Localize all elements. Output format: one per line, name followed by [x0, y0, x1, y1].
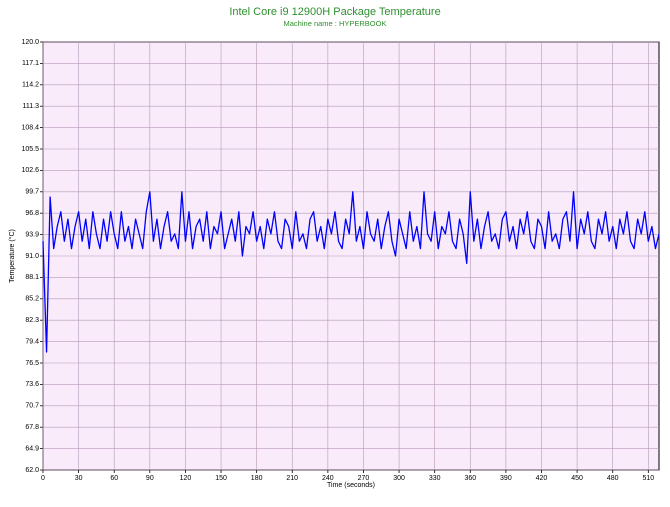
y-tick-label: 102.6 [21, 167, 39, 174]
temperature-line [42, 191, 660, 353]
y-tick-label: 108.4 [21, 124, 39, 131]
x-tick-label: 450 [571, 475, 583, 482]
y-tick-label: 73.6 [25, 381, 39, 388]
y-tick-label: 91.0 [25, 253, 39, 260]
chart-title: Intel Core i9 12900H Package Temperature [229, 6, 440, 18]
x-tick-label: 300 [393, 475, 405, 482]
y-tick-label: 62.0 [25, 467, 39, 474]
y-tick-label: 79.4 [25, 338, 39, 345]
x-tick-label: 150 [215, 475, 227, 482]
x-tick-label: 360 [464, 475, 476, 482]
x-tick-label: 120 [180, 475, 192, 482]
y-tick-label: 99.7 [25, 189, 39, 196]
y-tick-label: 67.8 [25, 424, 39, 431]
y-axis-label: Temperature (°C) [8, 229, 16, 283]
x-tick-label: 60 [110, 475, 118, 482]
x-tick-label: 510 [642, 475, 654, 482]
x-tick-label: 390 [500, 475, 512, 482]
x-tick-label: 480 [607, 475, 619, 482]
x-tick-label: 0 [41, 475, 45, 482]
y-tick-label: 96.8 [25, 210, 39, 217]
x-tick-label: 90 [146, 475, 154, 482]
x-tick-label: 240 [322, 475, 334, 482]
x-axis-label: Time (seconds) [327, 482, 375, 489]
y-tick-label: 85.2 [25, 296, 39, 303]
y-tick-label: 111.3 [23, 103, 40, 110]
y-tick-label: 114.2 [22, 82, 39, 89]
x-tick-label: 30 [75, 475, 83, 482]
x-tick-label: 330 [429, 475, 441, 482]
chart-subtitle: Machine name : HYPERBOOK [284, 19, 387, 28]
y-tick-label: 120.0 [21, 39, 39, 46]
y-tick-label: 82.3 [25, 317, 39, 324]
x-tick-label: 270 [358, 475, 370, 482]
y-tick-label: 105.5 [21, 146, 39, 153]
y-tick-label: 64.9 [25, 445, 39, 452]
y-tick-label: 117.1 [22, 60, 39, 67]
y-tick-label: 93.9 [25, 231, 39, 238]
x-tick-label: 420 [536, 475, 548, 482]
y-tick-label: 88.1 [25, 274, 39, 281]
y-tick-label: 70.7 [25, 403, 39, 410]
x-tick-label: 210 [286, 475, 298, 482]
y-tick-label: 76.5 [25, 360, 39, 367]
x-tick-label: 180 [251, 475, 263, 482]
